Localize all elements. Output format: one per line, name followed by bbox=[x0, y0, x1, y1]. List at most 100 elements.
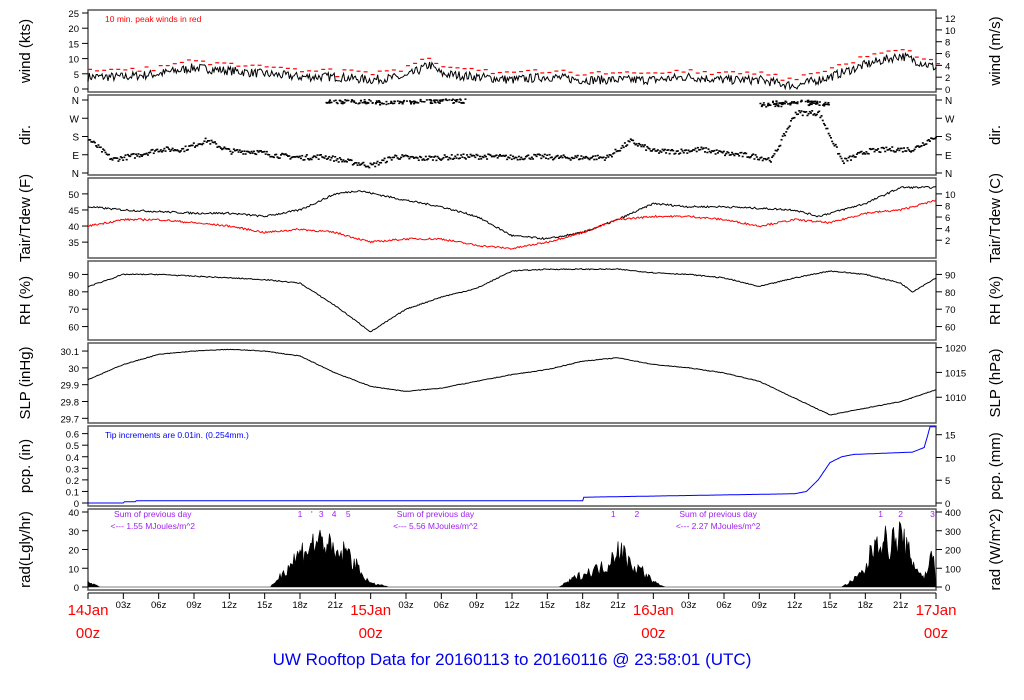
direction-point bbox=[739, 152, 742, 154]
direction-point bbox=[252, 150, 255, 153]
direction-point bbox=[176, 149, 179, 151]
direction-point bbox=[278, 157, 281, 159]
direction-point bbox=[897, 147, 900, 150]
direction-point bbox=[708, 150, 711, 153]
direction-point bbox=[818, 104, 821, 106]
direction-point bbox=[748, 156, 751, 159]
direction-point bbox=[628, 140, 631, 143]
direction-point bbox=[371, 102, 374, 104]
direction-point bbox=[659, 150, 662, 152]
direction-point bbox=[182, 147, 185, 150]
direction-point bbox=[707, 148, 710, 150]
direction-point bbox=[606, 154, 609, 157]
rtick-label: W bbox=[945, 114, 955, 125]
direction-point bbox=[841, 160, 844, 162]
rad-marker: 4 bbox=[332, 509, 337, 519]
ytick-label: 90 bbox=[68, 270, 79, 281]
direction-point bbox=[819, 116, 822, 119]
direction-point bbox=[332, 160, 335, 162]
direction-point bbox=[698, 149, 701, 151]
direction-point bbox=[908, 150, 911, 152]
ylabel-pcp: pcp. (in) bbox=[17, 439, 34, 493]
direction-point bbox=[881, 146, 884, 149]
direction-point bbox=[650, 150, 653, 152]
direction-point bbox=[91, 141, 94, 143]
direction-point bbox=[178, 151, 181, 153]
direction-point bbox=[283, 153, 286, 156]
direction-point bbox=[321, 156, 324, 158]
direction-point bbox=[773, 153, 776, 155]
direction-point bbox=[655, 150, 658, 152]
direction-point bbox=[476, 154, 479, 157]
direction-point bbox=[330, 101, 333, 104]
direction-point bbox=[615, 150, 618, 153]
direction-point bbox=[191, 144, 194, 147]
direction-point bbox=[380, 161, 383, 164]
direction-point bbox=[463, 156, 466, 159]
direction-point bbox=[678, 153, 681, 155]
direction-point bbox=[98, 146, 101, 149]
x-tick-label: 21z bbox=[610, 600, 626, 611]
direction-point bbox=[342, 159, 345, 161]
direction-point bbox=[703, 151, 706, 153]
rtick-label: 80 bbox=[945, 288, 956, 299]
direction-point bbox=[816, 101, 819, 104]
direction-point bbox=[206, 140, 209, 142]
direction-point bbox=[552, 158, 555, 161]
ylabel-right-rh: RH (%) bbox=[987, 276, 1004, 325]
direction-point bbox=[308, 158, 311, 161]
direction-point bbox=[215, 143, 218, 145]
direction-point bbox=[171, 147, 174, 150]
direction-point bbox=[714, 153, 717, 155]
ytick-label: 35 bbox=[68, 238, 79, 249]
direction-point bbox=[350, 159, 353, 162]
direction-point bbox=[566, 156, 569, 159]
direction-point bbox=[800, 110, 803, 112]
direction-point bbox=[317, 158, 320, 160]
direction-point bbox=[225, 148, 228, 150]
direction-point bbox=[287, 155, 290, 157]
direction-point bbox=[781, 101, 784, 104]
direction-point bbox=[424, 155, 427, 158]
direction-point bbox=[832, 142, 835, 145]
rtick-label: 8 bbox=[945, 38, 950, 49]
direction-point bbox=[873, 150, 876, 153]
direction-point bbox=[343, 160, 346, 163]
x-tick-label: 06z bbox=[151, 600, 167, 611]
direction-point bbox=[898, 149, 901, 152]
direction-point bbox=[183, 150, 186, 153]
direction-point bbox=[361, 162, 364, 165]
ytick-label: 30 bbox=[68, 364, 79, 375]
direction-point bbox=[612, 152, 615, 155]
direction-point bbox=[915, 145, 918, 148]
direction-point bbox=[746, 156, 749, 158]
direction-point bbox=[433, 156, 436, 158]
ytick-label: 80 bbox=[68, 288, 79, 299]
direction-point bbox=[205, 141, 208, 143]
direction-point bbox=[451, 98, 454, 101]
direction-point bbox=[434, 155, 437, 158]
direction-point bbox=[784, 134, 787, 137]
direction-point bbox=[726, 151, 729, 153]
direction-point bbox=[808, 100, 811, 103]
direction-point bbox=[715, 149, 718, 151]
direction-point bbox=[109, 158, 112, 160]
direction-point bbox=[858, 151, 861, 154]
direction-point bbox=[779, 144, 782, 147]
direction-point bbox=[379, 103, 382, 106]
direction-point bbox=[795, 113, 798, 116]
direction-point bbox=[577, 158, 580, 161]
direction-point bbox=[918, 146, 921, 148]
direction-point bbox=[468, 156, 471, 159]
direction-point bbox=[822, 122, 825, 125]
direction-point bbox=[765, 158, 768, 161]
ytick-label: 45 bbox=[68, 206, 79, 217]
rtick-label: 4 bbox=[945, 225, 950, 236]
ytick-label: S bbox=[72, 133, 79, 144]
ytick-label: 0.1 bbox=[66, 487, 79, 498]
direction-point bbox=[365, 165, 368, 168]
direction-point bbox=[258, 150, 261, 152]
direction-point bbox=[430, 156, 433, 158]
direction-point bbox=[139, 153, 142, 156]
direction-point bbox=[740, 151, 743, 154]
